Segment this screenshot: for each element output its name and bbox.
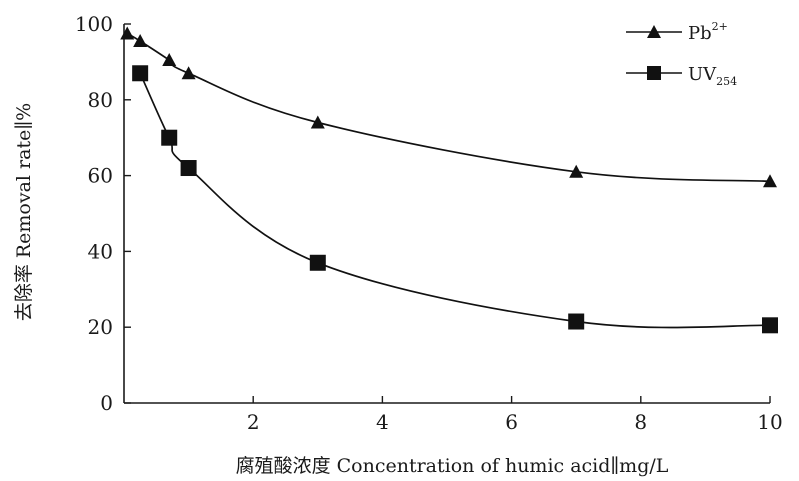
y-tick-label: 100 <box>75 12 113 36</box>
data-point-square <box>762 317 778 334</box>
data-point-triangle <box>181 66 196 80</box>
legend-label-uv: UV254 <box>688 64 737 88</box>
x-tick-label: 2 <box>247 410 260 434</box>
legend-square-marker <box>647 66 661 80</box>
data-point-square <box>309 254 326 271</box>
x-tick-label: 10 <box>757 410 782 434</box>
y-tick-label: 40 <box>88 239 113 263</box>
legend: Pb2+ UV254 <box>626 20 737 88</box>
tick-labels: 0 20 40 60 80 100 2 4 6 8 10 <box>75 12 783 434</box>
series-pb <box>120 26 777 188</box>
data-point-square <box>161 129 178 146</box>
series-line <box>126 32 771 183</box>
x-tick-label: 8 <box>634 410 647 434</box>
axes <box>123 24 770 404</box>
x-tick-label: 6 <box>505 410 518 434</box>
data-point-triangle <box>133 34 148 48</box>
data-point-square <box>568 313 585 330</box>
legend-item-uv: UV254 <box>626 64 737 88</box>
y-tick-label: 60 <box>88 164 113 188</box>
data-point-triangle <box>310 115 325 129</box>
data-point-square <box>132 65 149 82</box>
series-layer <box>120 26 778 334</box>
y-tick-label: 0 <box>100 391 113 415</box>
data-point-triangle <box>120 26 135 40</box>
x-axis-title: 腐殖酸浓度 Concentration of humic acid∥mg/L <box>236 455 669 477</box>
series-uv254 <box>132 65 778 334</box>
legend-label-uv-sub: 254 <box>716 75 737 88</box>
y-axis-title: 去除率 Removal rate∥% <box>13 103 35 321</box>
legend-label-uv-main: UV <box>688 64 717 85</box>
legend-label-pb-main: Pb <box>688 23 712 44</box>
y-tick-label: 20 <box>88 315 113 339</box>
legend-triangle-marker <box>647 25 661 38</box>
data-point-triangle <box>569 164 584 178</box>
legend-label-pb: Pb2+ <box>688 20 728 44</box>
x-tick-label: 4 <box>376 410 389 434</box>
legend-item-pb: Pb2+ <box>626 20 728 44</box>
series-line <box>139 72 771 329</box>
data-point-square <box>180 160 197 177</box>
data-point-triangle <box>162 53 177 67</box>
ticks <box>124 23 771 404</box>
legend-label-pb-sup: 2+ <box>712 20 728 33</box>
y-tick-label: 80 <box>88 88 113 112</box>
data-point-triangle <box>763 174 777 188</box>
